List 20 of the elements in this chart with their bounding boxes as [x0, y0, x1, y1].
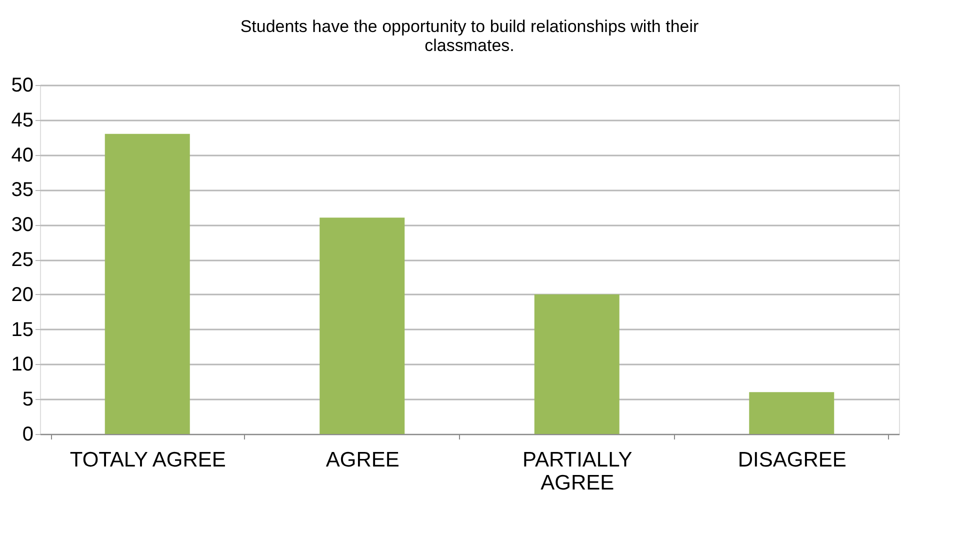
y-tick-label: 50	[11, 74, 34, 96]
y-tick-label: 45	[11, 109, 34, 132]
x-tick-label: TOTALY AGREE	[70, 448, 226, 472]
bar	[320, 218, 405, 434]
chart-title: Students have the opportunity to build relationships with their classmates.	[240, 17, 700, 55]
x-tick-label: DISAGREE	[738, 448, 846, 472]
y-tick-label: 5	[22, 388, 34, 411]
y-tick-label: 25	[11, 249, 34, 271]
y-tick-label: 40	[11, 144, 34, 166]
y-tick-label: 30	[11, 214, 34, 236]
bar	[749, 392, 834, 434]
x-tick-label: PARTIALLY AGREE	[522, 448, 632, 494]
x-tick-label: AGREE	[326, 448, 400, 472]
bar	[104, 134, 190, 434]
bar	[534, 294, 620, 434]
y-tick-label: 35	[11, 179, 34, 202]
y-tick-label: 10	[11, 354, 34, 376]
y-tick-label: 20	[11, 284, 34, 306]
y-tick-label: 15	[11, 318, 34, 341]
y-tick-label: 0	[22, 424, 34, 446]
